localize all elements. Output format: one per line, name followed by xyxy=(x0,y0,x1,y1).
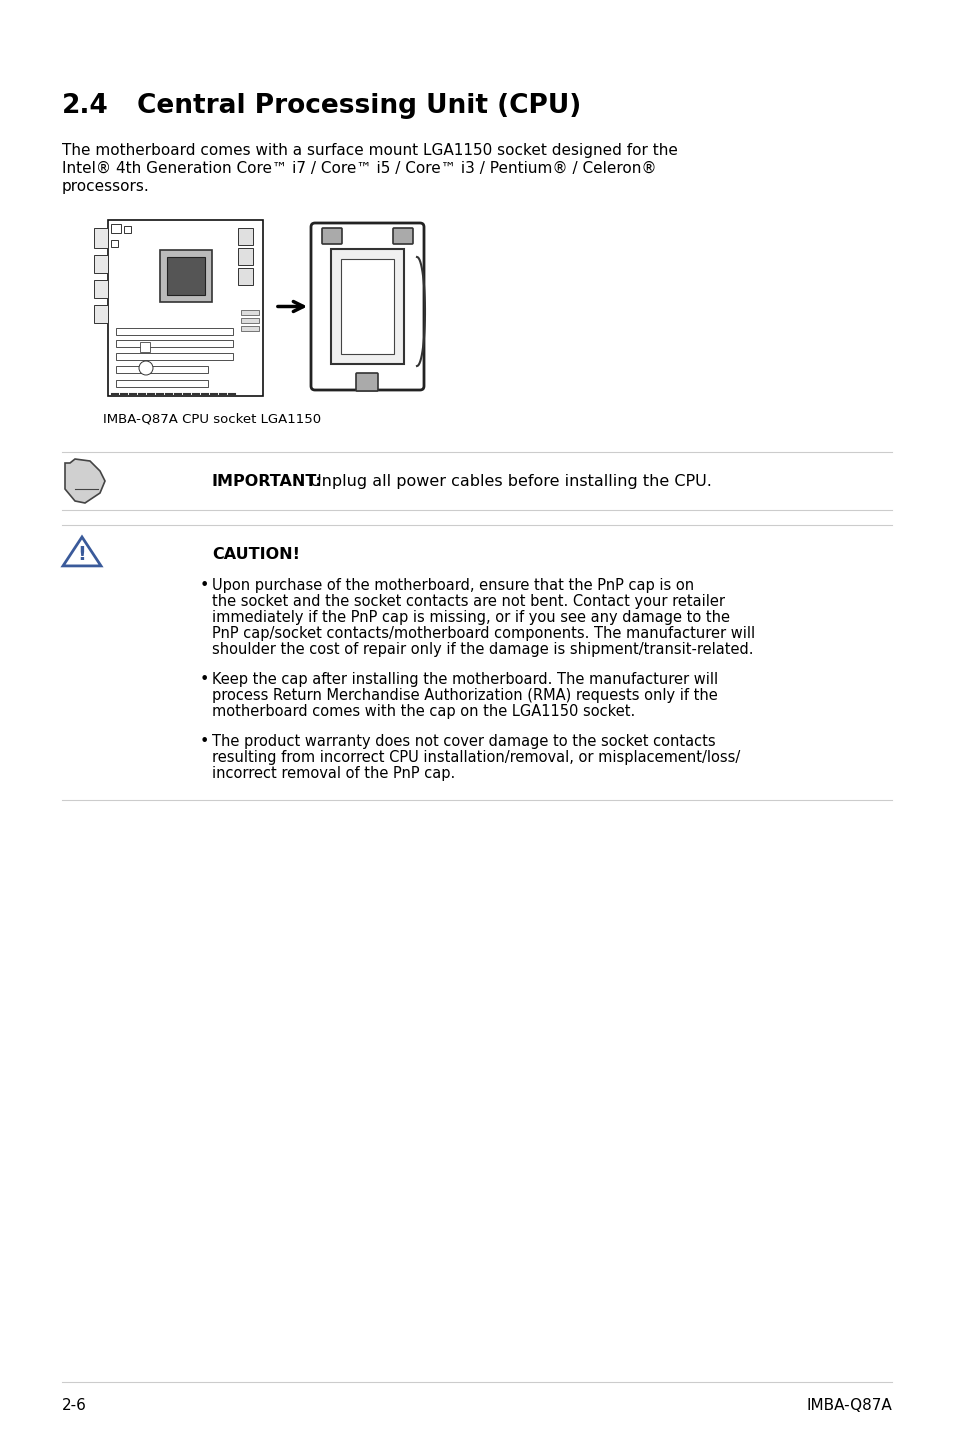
Polygon shape xyxy=(65,459,105,503)
Bar xyxy=(116,352,233,360)
Text: The product warranty does not cover damage to the socket contacts: The product warranty does not cover dama… xyxy=(212,733,715,749)
FancyBboxPatch shape xyxy=(393,229,413,244)
Text: processors.: processors. xyxy=(62,178,150,194)
Text: process Return Merchandise Authorization (RMA) requests only if the: process Return Merchandise Authorization… xyxy=(212,687,717,703)
Text: !: ! xyxy=(77,545,87,565)
Polygon shape xyxy=(63,536,101,567)
Text: IMPORTANT:: IMPORTANT: xyxy=(212,475,322,489)
Text: incorrect removal of the PnP cap.: incorrect removal of the PnP cap. xyxy=(212,766,455,781)
FancyBboxPatch shape xyxy=(311,223,423,390)
Bar xyxy=(94,229,108,247)
Text: Keep the cap after installing the motherboard. The manufacturer will: Keep the cap after installing the mother… xyxy=(212,672,718,687)
Bar xyxy=(140,342,150,352)
Text: IMBA-Q87A: IMBA-Q87A xyxy=(805,1398,891,1414)
Text: •: • xyxy=(200,733,209,749)
Bar xyxy=(124,226,131,233)
Text: the socket and the socket contacts are not bent. Contact your retailer: the socket and the socket contacts are n… xyxy=(212,594,724,610)
Text: 2-6: 2-6 xyxy=(62,1398,87,1414)
Text: motherboard comes with the cap on the LGA1150 socket.: motherboard comes with the cap on the LG… xyxy=(212,705,635,719)
Bar xyxy=(94,280,108,298)
Bar xyxy=(340,259,394,354)
Text: PnP cap/socket contacts/motherboard components. The manufacturer will: PnP cap/socket contacts/motherboard comp… xyxy=(212,626,755,641)
Text: •: • xyxy=(200,578,209,592)
Bar xyxy=(116,339,233,347)
Bar xyxy=(160,250,212,302)
Text: IMBA-Q87A CPU socket LGA1150: IMBA-Q87A CPU socket LGA1150 xyxy=(103,413,321,426)
Bar xyxy=(116,380,208,387)
Text: resulting from incorrect CPU installation/removal, or misplacement/loss/: resulting from incorrect CPU installatio… xyxy=(212,751,740,765)
Text: Unplug all power cables before installing the CPU.: Unplug all power cables before installin… xyxy=(310,475,711,489)
Text: The motherboard comes with a surface mount LGA1150 socket designed for the: The motherboard comes with a surface mou… xyxy=(62,142,678,158)
Bar xyxy=(167,257,205,295)
Bar xyxy=(111,240,118,247)
Text: •: • xyxy=(200,672,209,687)
Bar xyxy=(94,305,108,324)
FancyBboxPatch shape xyxy=(322,229,341,244)
Circle shape xyxy=(139,361,152,375)
Bar xyxy=(237,229,253,244)
Bar xyxy=(108,220,263,395)
Text: Upon purchase of the motherboard, ensure that the PnP cap is on: Upon purchase of the motherboard, ensure… xyxy=(212,578,694,592)
Text: shoulder the cost of repair only if the damage is shipment/transit-related.: shoulder the cost of repair only if the … xyxy=(212,641,753,657)
Bar xyxy=(116,328,233,335)
Bar xyxy=(237,247,253,265)
Text: CAUTION!: CAUTION! xyxy=(212,546,299,562)
Bar xyxy=(241,311,258,315)
Text: Central Processing Unit (CPU): Central Processing Unit (CPU) xyxy=(137,93,580,119)
FancyBboxPatch shape xyxy=(355,372,377,391)
Text: 2.4: 2.4 xyxy=(62,93,109,119)
Bar xyxy=(237,267,253,285)
Bar xyxy=(241,318,258,324)
Bar xyxy=(116,367,208,372)
Text: immediately if the PnP cap is missing, or if you see any damage to the: immediately if the PnP cap is missing, o… xyxy=(212,610,729,626)
Bar xyxy=(331,249,403,364)
Bar xyxy=(94,255,108,273)
Bar xyxy=(241,326,258,331)
Text: Intel® 4th Generation Core™ i7 / Core™ i5 / Core™ i3 / Pentium® / Celeron®: Intel® 4th Generation Core™ i7 / Core™ i… xyxy=(62,161,656,175)
Bar xyxy=(111,224,121,233)
